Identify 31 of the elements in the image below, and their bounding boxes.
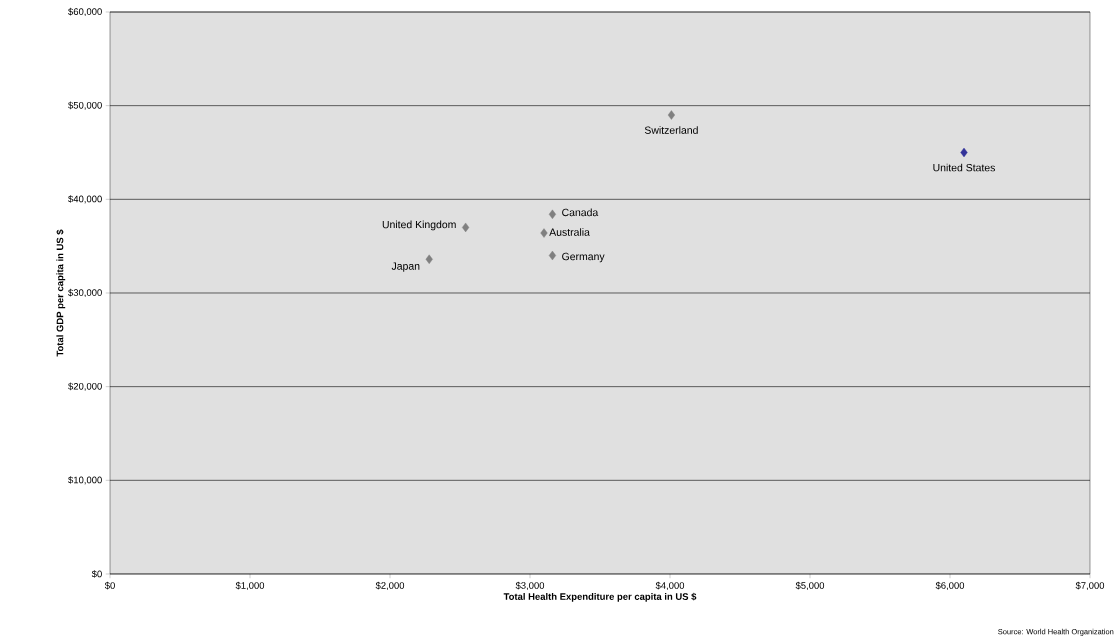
x-tick-label: $1,000	[235, 581, 265, 590]
annotation: Switzerland	[644, 126, 698, 134]
x-tick-label: $0	[104, 581, 115, 590]
point	[667, 110, 675, 120]
point	[462, 222, 470, 233]
point	[540, 228, 548, 238]
annotation: Australia	[549, 228, 590, 236]
x-tick-label: $2,000	[375, 581, 405, 590]
y-tick-label: $40,000	[68, 195, 102, 204]
point	[425, 254, 433, 264]
point	[548, 209, 556, 220]
y-tick-label: $10,000	[68, 476, 102, 485]
annotation: Japan	[391, 262, 420, 272]
x-tick-label: $3,000	[515, 581, 545, 590]
x-tick-label: $5,000	[795, 581, 825, 590]
point	[960, 147, 968, 158]
point	[548, 250, 556, 261]
x-tick-label: $4,000	[655, 581, 685, 590]
annotation: Germany	[562, 252, 605, 263]
y-axis-title: Total GDP per capita in US $	[56, 229, 66, 357]
y-tick-label: $0	[91, 570, 102, 578]
y-tick-label: $30,000	[68, 288, 102, 298]
annotation: Canada	[562, 208, 599, 217]
y-tick-label: $50,000	[68, 101, 102, 110]
annotation: United Kingdom	[382, 220, 456, 231]
x-tick-label: $7,000	[1075, 581, 1105, 590]
x-tick-label: $6,000	[935, 581, 965, 590]
x-axis-title: Total Health Expenditure per capita in US $	[503, 592, 697, 602]
y-tick-label: $60,000	[68, 7, 102, 17]
annotation: United States	[933, 163, 996, 172]
y-tick-label: $20,000	[68, 382, 102, 391]
